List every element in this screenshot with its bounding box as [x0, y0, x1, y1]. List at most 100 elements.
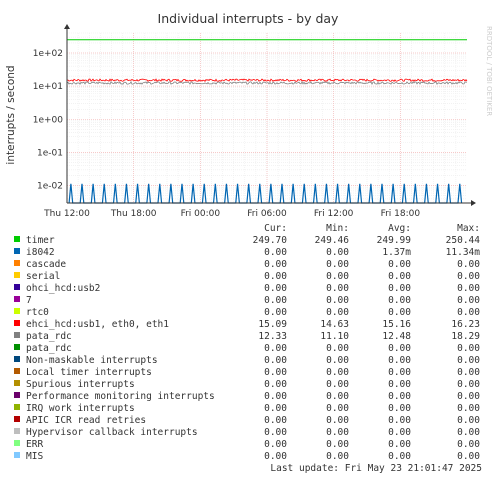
legend-value-avg: 0.00	[388, 439, 411, 450]
legend-value-avg: 249.99	[377, 235, 412, 246]
legend-swatch	[14, 452, 20, 458]
legend-swatch	[14, 416, 20, 422]
legend-value-cur: 0.00	[264, 439, 287, 450]
legend-series-name: Local timer interrupts	[26, 367, 152, 378]
legend-series-name: cascade	[26, 259, 66, 270]
legend-value-avg: 0.00	[388, 403, 411, 414]
y-tick-label: 1e-02	[37, 182, 63, 192]
legend-value-min: 0.00	[326, 259, 349, 270]
legend-value-avg: 0.00	[388, 271, 411, 282]
legend-value-avg: 0.00	[388, 367, 411, 378]
legend-value-avg: 0.00	[388, 379, 411, 390]
y-axis-arrow	[64, 24, 70, 29]
legend-value-max: 18.29	[451, 331, 480, 342]
legend-value-max: 0.00	[457, 307, 480, 318]
legend: Cur: Min: Avg: Max: timer 249.70 249.46 249.99 2…	[14, 223, 480, 462]
x-tick-label: Thu 18:00	[110, 209, 157, 219]
legend-swatch	[14, 284, 20, 290]
legend-value-max: 0.00	[457, 367, 480, 378]
legend-value-min: 0.00	[326, 379, 349, 390]
legend-value-max: 0.00	[457, 403, 480, 414]
legend-value-max: 0.00	[457, 271, 480, 282]
legend-value-max: 0.00	[457, 283, 480, 294]
legend-series-name: pata_rdc	[26, 331, 72, 342]
legend-value-avg: 1.37m	[382, 247, 411, 258]
legend-swatch	[14, 344, 20, 350]
legend-value-max: 250.44	[446, 235, 481, 246]
legend-series-name: timer	[26, 235, 55, 246]
legend-value-cur: 0.00	[264, 259, 287, 270]
legend-swatch	[14, 404, 20, 410]
legend-value-cur: 0.00	[264, 451, 287, 462]
legend-value-avg: 0.00	[388, 295, 411, 306]
x-tick-label: Fri 18:00	[381, 209, 421, 219]
legend-value-cur: 0.00	[264, 415, 287, 426]
legend-swatch	[14, 308, 20, 314]
legend-series-name: serial	[26, 271, 60, 282]
legend-series-name: pata_rdc	[26, 343, 72, 354]
legend-value-max: 11.34m	[446, 247, 481, 258]
legend-value-cur: 0.00	[264, 295, 287, 306]
last-update: Last update: Fri May 23 21:01:47 2025	[270, 463, 482, 474]
legend-value-max: 0.00	[457, 295, 480, 306]
legend-value-min: 0.00	[326, 427, 349, 438]
legend-value-min: 0.00	[326, 343, 349, 354]
legend-value-max: 0.00	[457, 343, 480, 354]
legend-value-min: 0.00	[326, 391, 349, 402]
watermark: RRDTOOL / TOBI OETIKER	[485, 26, 493, 116]
legend-series-name: Spurious interrupts	[26, 379, 135, 390]
legend-value-avg: 0.00	[388, 259, 411, 270]
legend-swatch	[14, 428, 20, 434]
x-axis-arrow	[471, 200, 476, 206]
legend-value-cur: 12.33	[258, 331, 287, 342]
legend-value-min: 14.63	[320, 319, 349, 330]
legend-value-avg: 0.00	[388, 343, 411, 354]
legend-series-name: MIS	[26, 451, 43, 462]
legend-value-avg: 0.00	[388, 283, 411, 294]
legend-swatch	[14, 440, 20, 446]
legend-series-name: IRQ work interrupts	[26, 403, 135, 414]
legend-value-max: 16.23	[451, 319, 480, 330]
legend-value-min: 0.00	[326, 307, 349, 318]
legend-swatch	[14, 248, 20, 254]
legend-value-max: 0.00	[457, 355, 480, 366]
legend-swatch	[14, 296, 20, 302]
legend-value-cur: 0.00	[264, 403, 287, 414]
y-tick-label: 1e+02	[33, 49, 63, 59]
legend-series-name: ehci_hcd:usb1, eth0, eth1	[26, 319, 169, 330]
legend-header-min: Min:	[326, 223, 349, 234]
legend-value-min: 249.46	[315, 235, 350, 246]
y-tick-label: 1e+01	[33, 82, 63, 92]
legend-value-min: 0.00	[326, 295, 349, 306]
legend-value-cur: 0.00	[264, 367, 287, 378]
y-tick-label: 1e+00	[33, 115, 64, 125]
legend-value-avg: 12.48	[382, 331, 411, 342]
legend-value-min: 11.10	[320, 331, 349, 342]
legend-value-avg: 0.00	[388, 451, 411, 462]
legend-value-cur: 15.09	[258, 319, 287, 330]
x-tick-label: Fri 06:00	[247, 209, 287, 219]
legend-value-max: 0.00	[457, 451, 480, 462]
legend-swatch	[14, 368, 20, 374]
legend-header-cur: Cur:	[264, 223, 287, 234]
legend-value-avg: 0.00	[388, 415, 411, 426]
legend-value-min: 0.00	[326, 367, 349, 378]
chart-title: Individual interrupts - by day	[158, 11, 340, 26]
legend-value-cur: 0.00	[264, 343, 287, 354]
legend-swatch	[14, 236, 20, 242]
legend-swatch	[14, 332, 20, 338]
legend-value-min: 0.00	[326, 283, 349, 294]
series-line-7	[66, 78, 468, 83]
legend-value-min: 0.00	[326, 415, 349, 426]
legend-value-min: 0.00	[326, 439, 349, 450]
grid	[66, 32, 467, 204]
legend-value-cur: 0.00	[264, 427, 287, 438]
legend-value-cur: 0.00	[264, 379, 287, 390]
series-line-8	[66, 80, 468, 85]
legend-series-name: 7	[26, 295, 32, 306]
legend-value-max: 0.00	[457, 427, 480, 438]
legend-value-cur: 0.00	[264, 307, 287, 318]
x-tick-label: Thu 12:00	[43, 209, 90, 219]
legend-value-cur: 249.70	[253, 235, 288, 246]
